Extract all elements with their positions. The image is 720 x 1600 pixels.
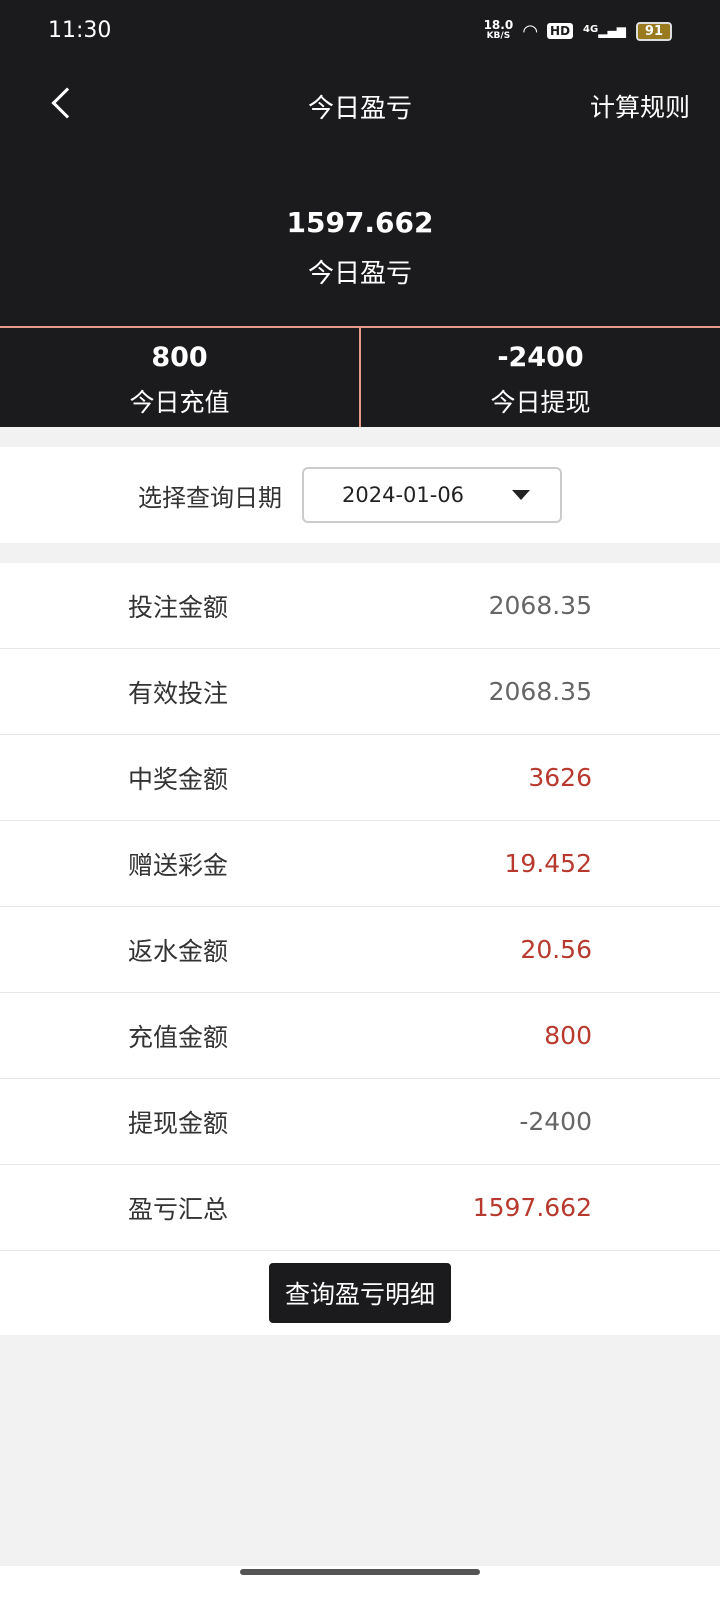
net-speed-value: 18.0 [483, 18, 514, 32]
dropdown-arrow-icon [512, 490, 530, 500]
net-speed: 18.0 KB/S [483, 18, 514, 42]
clock: 11:30 [48, 18, 112, 43]
battery-icon: 91 [635, 21, 672, 41]
item-value: 19.452 [504, 849, 592, 878]
date-select[interactable]: 2024-01-06 [302, 467, 562, 523]
signal-icon: 4G▂▄▆ [583, 24, 626, 38]
signal-label: 4G [583, 24, 599, 35]
date-filter: 选择查询日期 2024-01-06 [0, 447, 720, 543]
item-label: 充值金额 [128, 1022, 229, 1052]
item-label: 提现金额 [128, 1108, 229, 1138]
stat-label: 今日充值 [129, 388, 230, 417]
total-value: 1597.662 [286, 206, 434, 239]
item-label: 返水金额 [128, 936, 229, 966]
list-item: 投注金额 2068.35 [0, 563, 720, 649]
total-summary: 1597.662 今日盈亏 [0, 142, 720, 326]
stat-label: 今日提现 [490, 388, 591, 417]
date-value: 2024-01-06 [342, 483, 465, 507]
item-label: 盈亏汇总 [128, 1194, 229, 1224]
item-label: 投注金额 [128, 592, 229, 622]
item-label: 赠送彩金 [128, 850, 229, 880]
item-value: 800 [544, 1021, 592, 1050]
item-value: 1597.662 [472, 1193, 592, 1222]
list-item: 盈亏汇总 1597.662 [0, 1165, 720, 1251]
list-item: 中奖金额 3626 [0, 735, 720, 821]
home-indicator[interactable] [240, 1569, 480, 1575]
page-title: 今日盈亏 [307, 94, 412, 124]
item-value: 20.56 [520, 935, 592, 964]
stat-recharge: 800 今日充值 [0, 328, 359, 427]
wifi-icon: ◠ [523, 20, 538, 42]
list-item: 返水金额 20.56 [0, 907, 720, 993]
summary-list: 投注金额 2068.35 有效投注 2068.35 中奖金额 3626 赠送彩金 19.452… [0, 563, 720, 1251]
stat-value: 800 [151, 342, 208, 373]
item-label: 有效投注 [128, 678, 229, 708]
list-item: 提现金额 -2400 [0, 1079, 720, 1165]
item-value: -2400 [519, 1107, 592, 1136]
nav-bar: 今日盈亏 计算规则 [0, 62, 720, 142]
item-value: 2068.35 [488, 677, 592, 706]
status-bar: 11:30 18.0 KB/S ◠ HD 4G▂▄▆ 91 [0, 0, 720, 62]
total-label: 今日盈亏 [307, 259, 412, 289]
item-value: 2068.35 [488, 591, 592, 620]
stat-value: -2400 [497, 342, 584, 373]
stat-withdraw: -2400 今日提现 [359, 328, 720, 427]
item-label: 中奖金额 [128, 764, 229, 794]
rules-link[interactable]: 计算规则 [589, 93, 690, 122]
query-details-button[interactable]: 查询盈亏明细 [268, 1263, 451, 1323]
list-item: 充值金额 800 [0, 993, 720, 1079]
hd-icon: HD [547, 23, 574, 39]
net-speed-unit: KB/S [486, 31, 511, 41]
list-item: 有效投注 2068.35 [0, 649, 720, 735]
date-label: 选择查询日期 [138, 483, 282, 512]
list-item: 赠送彩金 19.452 [0, 821, 720, 907]
item-value: 3626 [528, 763, 592, 792]
